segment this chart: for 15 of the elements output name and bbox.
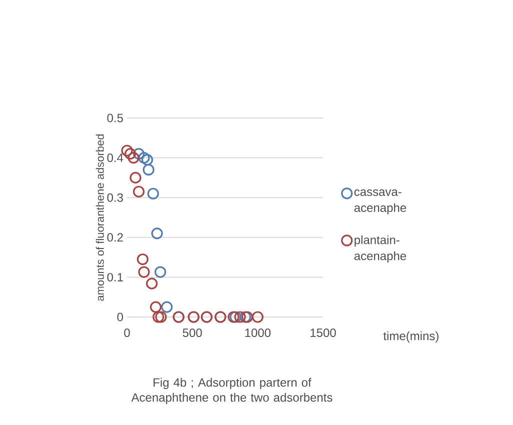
text: Fig 4b ; Adsorption partern of Acenaphthene on the two adsorbents	[131, 378, 332, 404]
x-tick-label: 0	[124, 328, 130, 338]
legend-label: cassava-acenaphe	[354, 189, 406, 214]
y-tick-label: 0	[117, 312, 124, 322]
x-tick-label: 1000	[245, 328, 271, 338]
y-tick-label: 0.3	[107, 193, 123, 202]
y-tick-label: 0.2	[107, 233, 123, 242]
y-axis-title: amounts of fluoranthene adsorbed	[96, 134, 104, 301]
legend-label: plantain-acenaphe	[354, 235, 406, 263]
y-tick-label: 0.4	[107, 154, 124, 162]
x-tick-label: 500	[182, 328, 202, 338]
y-tick-label: 0.5	[107, 114, 123, 122]
y-tick-label: 0.1	[107, 272, 123, 282]
x-tick-label: 1500	[310, 328, 336, 338]
x-axis-title: time(mins)	[383, 331, 438, 343]
